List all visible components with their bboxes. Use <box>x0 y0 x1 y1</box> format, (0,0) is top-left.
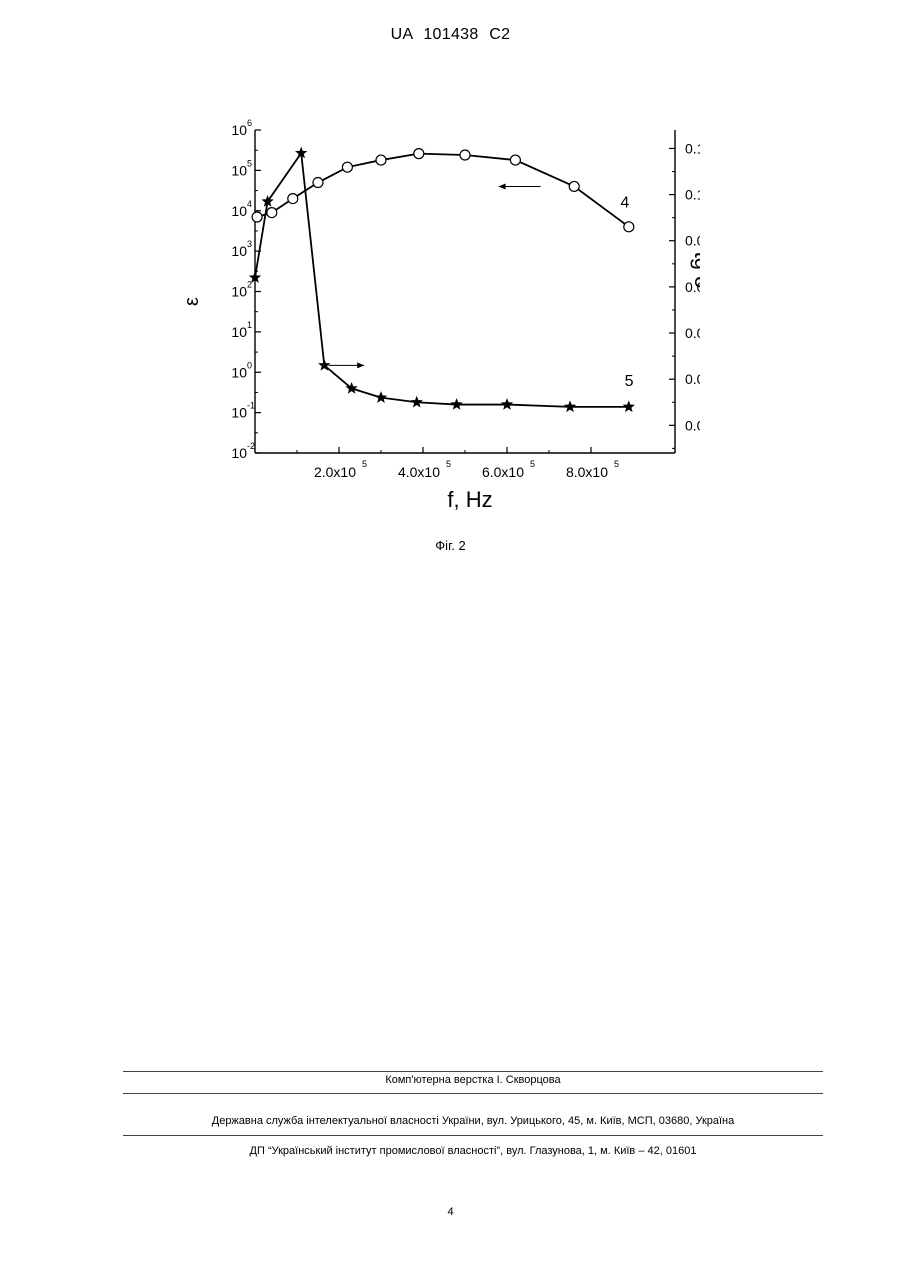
x-tick-exponent: 5 <box>446 459 451 469</box>
series-4-point <box>288 194 298 204</box>
left-tick-label: 10 <box>231 203 247 219</box>
x-tick-label: 8.0x10 <box>566 464 608 480</box>
series-5-point <box>564 400 576 412</box>
x-tick-exponent: 5 <box>362 459 367 469</box>
series-5-label: 5 <box>625 373 634 390</box>
left-tick-exponent: 2 <box>247 280 252 290</box>
left-tick-exponent: 5 <box>247 158 252 168</box>
right-tick-label: 0.04 <box>685 325 700 341</box>
series-5-point <box>411 396 423 408</box>
series-5-point <box>375 391 387 403</box>
left-tick-exponent: -1 <box>247 401 255 411</box>
right-tick-label: 0.06 <box>685 279 700 295</box>
series-4-point <box>342 162 352 172</box>
left-tick-label: 10 <box>231 445 247 461</box>
series-4-axis-arrow-head <box>499 183 506 189</box>
chart-series <box>249 147 635 413</box>
left-tick-exponent: 0 <box>247 360 252 370</box>
footer-rule-bottom <box>123 1135 823 1136</box>
right-tick-label: 0.12 <box>685 140 700 156</box>
right-tick-label: 0.00 <box>685 417 700 433</box>
right-tick-label: 0.10 <box>685 187 700 203</box>
footer-rule-middle <box>123 1093 823 1094</box>
institute-address: ДП “Український інститут промислової вла… <box>123 1145 823 1157</box>
left-tick-exponent: 1 <box>247 320 252 330</box>
series-5-axis-arrow-head <box>357 362 364 368</box>
series-5-point <box>450 398 462 410</box>
footer-rule-top <box>123 1071 823 1072</box>
dielectric-frequency-chart: f, Hzεtg δ 10-210-1100101102103104105106… <box>180 110 700 510</box>
chart-ticks: 10-210-11001011021031041051060.000.020.0… <box>231 118 700 480</box>
series-4-point <box>313 178 323 188</box>
series-4-point <box>252 212 262 222</box>
left-tick-label: 10 <box>231 284 247 300</box>
figure-caption: Фіг. 2 <box>0 538 901 553</box>
series-4-label: 4 <box>620 195 629 212</box>
left-tick-label: 10 <box>231 405 247 421</box>
right-tick-label: 0.08 <box>685 233 700 249</box>
series-4-point <box>267 208 277 218</box>
agency-address: Державна служба інтелектуальної власност… <box>123 1115 823 1127</box>
series-4-point <box>569 181 579 191</box>
series-5-point <box>501 398 513 410</box>
series-4-point <box>460 150 470 160</box>
left-tick-exponent: 3 <box>247 239 252 249</box>
x-tick-label: 2.0x10 <box>314 464 356 480</box>
x-tick-label: 4.0x10 <box>398 464 440 480</box>
page-number: 4 <box>0 1206 901 1218</box>
x-tick-label: 6.0x10 <box>482 464 524 480</box>
document-header: UA 101438 C2 <box>0 26 901 44</box>
left-tick-exponent: 6 <box>247 118 252 128</box>
series-4-point <box>414 149 424 159</box>
left-tick-label: 10 <box>231 162 247 178</box>
x-axis-label: f, Hz <box>447 487 492 510</box>
left-tick-label: 10 <box>231 364 247 380</box>
left-tick-label: 10 <box>231 324 247 340</box>
left-tick-label: 10 <box>231 122 247 138</box>
left-tick-exponent: 4 <box>247 199 252 209</box>
x-tick-exponent: 5 <box>530 459 535 469</box>
left-tick-exponent: -2 <box>247 441 255 451</box>
x-tick-exponent: 5 <box>614 459 619 469</box>
chart-annotations: 45 <box>329 183 634 390</box>
left-axis-label: ε <box>181 297 203 306</box>
series-4-point <box>376 155 386 165</box>
series-5-point <box>623 400 635 412</box>
series-4-point <box>510 155 520 165</box>
right-tick-label: 0.02 <box>685 371 700 387</box>
layout-credit: Комп'ютерна верстка І. Скворцова <box>123 1074 823 1086</box>
left-tick-label: 10 <box>231 243 247 259</box>
series-4-point <box>624 222 634 232</box>
